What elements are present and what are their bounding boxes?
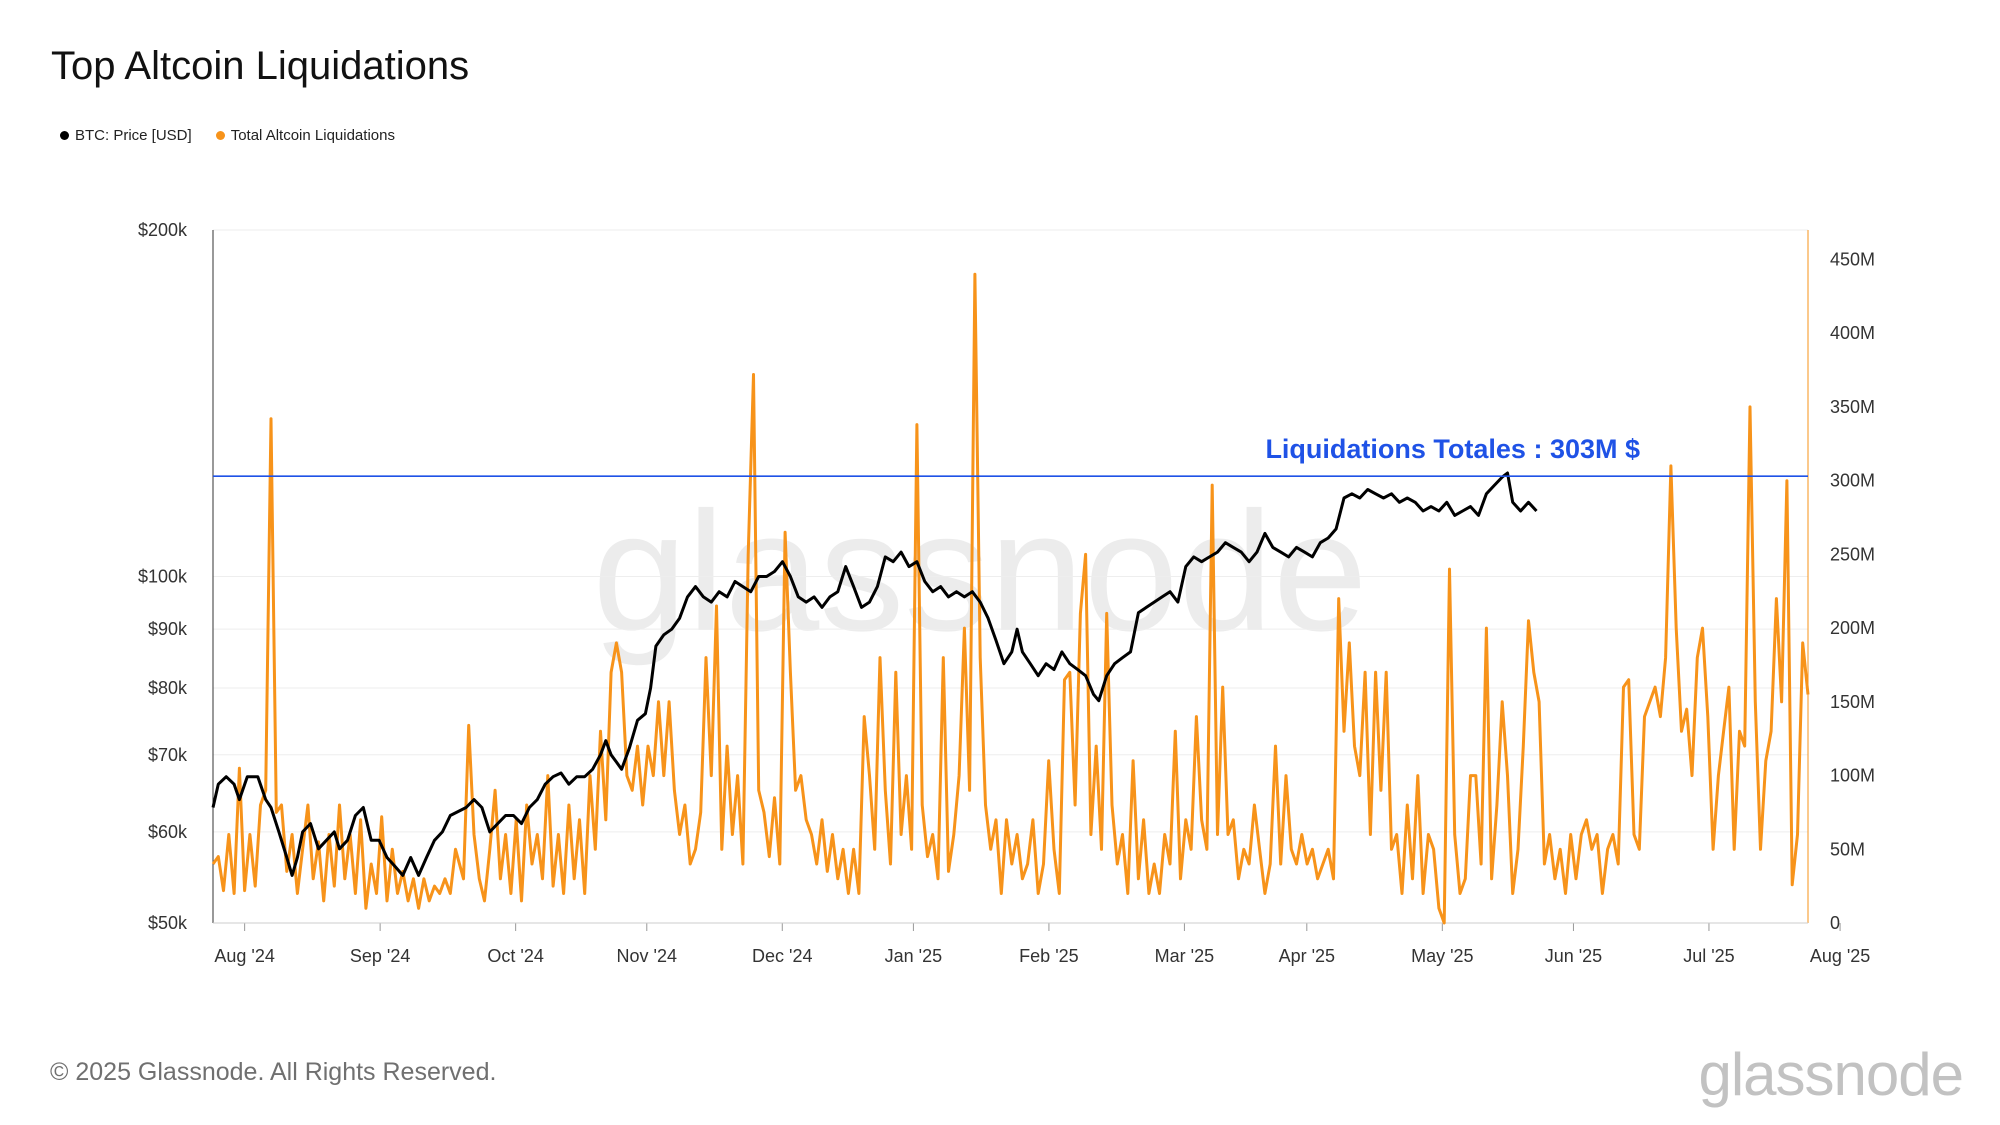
x-tick-label: Sep '24	[350, 946, 411, 966]
axes: $200k $100k $90k $80k $70k $60k $50k 450M 400M 35…	[138, 220, 1875, 966]
annotation-layer: Liquidations Totales : 303M $	[213, 434, 1808, 478]
y-left-tick-label: $60k	[148, 822, 188, 842]
x-tick-label: Aug '25	[1810, 946, 1871, 966]
y-right-tick-label: 200M	[1830, 618, 1875, 638]
x-tick-label: Nov '24	[617, 946, 677, 966]
legend-dot-liquidations	[215, 131, 225, 140]
x-tick-label: Jan '25	[885, 946, 942, 966]
x-tick-label: Jun '25	[1545, 946, 1602, 966]
y-left-tick-label: $100k	[138, 567, 188, 587]
y-left-tick-label: $70k	[148, 745, 188, 765]
y-left-tick-label: $50k	[148, 913, 188, 933]
y-right-tick-label: 250M	[1830, 544, 1875, 564]
legend-item-btc[interactable]: BTC: Price [USD]	[60, 127, 192, 144]
x-tick-label: Feb '25	[1019, 946, 1078, 966]
x-tick-label: Apr '25	[1279, 946, 1335, 966]
legend: BTC: Price [USD] Total Altcoin Liquidati…	[60, 127, 395, 144]
x-tick-label: May '25	[1411, 946, 1473, 966]
y-right-tick-label: 400M	[1830, 323, 1875, 343]
series-layer	[211, 272, 1810, 925]
y-left-tick-label: $80k	[148, 678, 188, 698]
copyright-text: © 2025 Glassnode. All Rights Reserved.	[50, 1058, 497, 1086]
legend-item-liquidations[interactable]: Total Altcoin Liquidations	[215, 127, 395, 144]
x-tick-label: Mar '25	[1155, 946, 1214, 966]
annotation-label: Liquidations Totales : 303M $	[1265, 434, 1640, 464]
chart-title: Top Altcoin Liquidations	[51, 44, 470, 88]
y-left-tick-label: $90k	[148, 619, 188, 639]
series-line-btc-price	[211, 471, 1538, 877]
y-right-tick-label: 300M	[1830, 471, 1875, 491]
y-left-tick-label: $200k	[138, 220, 188, 240]
y-right-tick-label: 50M	[1830, 839, 1865, 859]
y-right-tick-label: 150M	[1830, 692, 1875, 712]
x-tick-label: Oct '24	[487, 946, 543, 966]
y-right-tick-label: 100M	[1830, 766, 1875, 786]
y-right-tick-label: 350M	[1830, 397, 1875, 417]
y-right-tick-label: 0	[1830, 913, 1840, 933]
glassnode-logo: glassnode	[1698, 1041, 1964, 1108]
legend-dot-btc	[60, 131, 69, 140]
series-line-liquidations	[211, 272, 1810, 925]
x-tick-label: Aug '24	[214, 946, 275, 966]
legend-label-btc: BTC: Price [USD]	[75, 127, 192, 144]
y-right-tick-label: 450M	[1830, 249, 1875, 269]
legend-label-liquidations: Total Altcoin Liquidations	[230, 127, 395, 144]
x-tick-label: Jul '25	[1683, 946, 1734, 966]
x-tick-label: Dec '24	[752, 946, 812, 966]
